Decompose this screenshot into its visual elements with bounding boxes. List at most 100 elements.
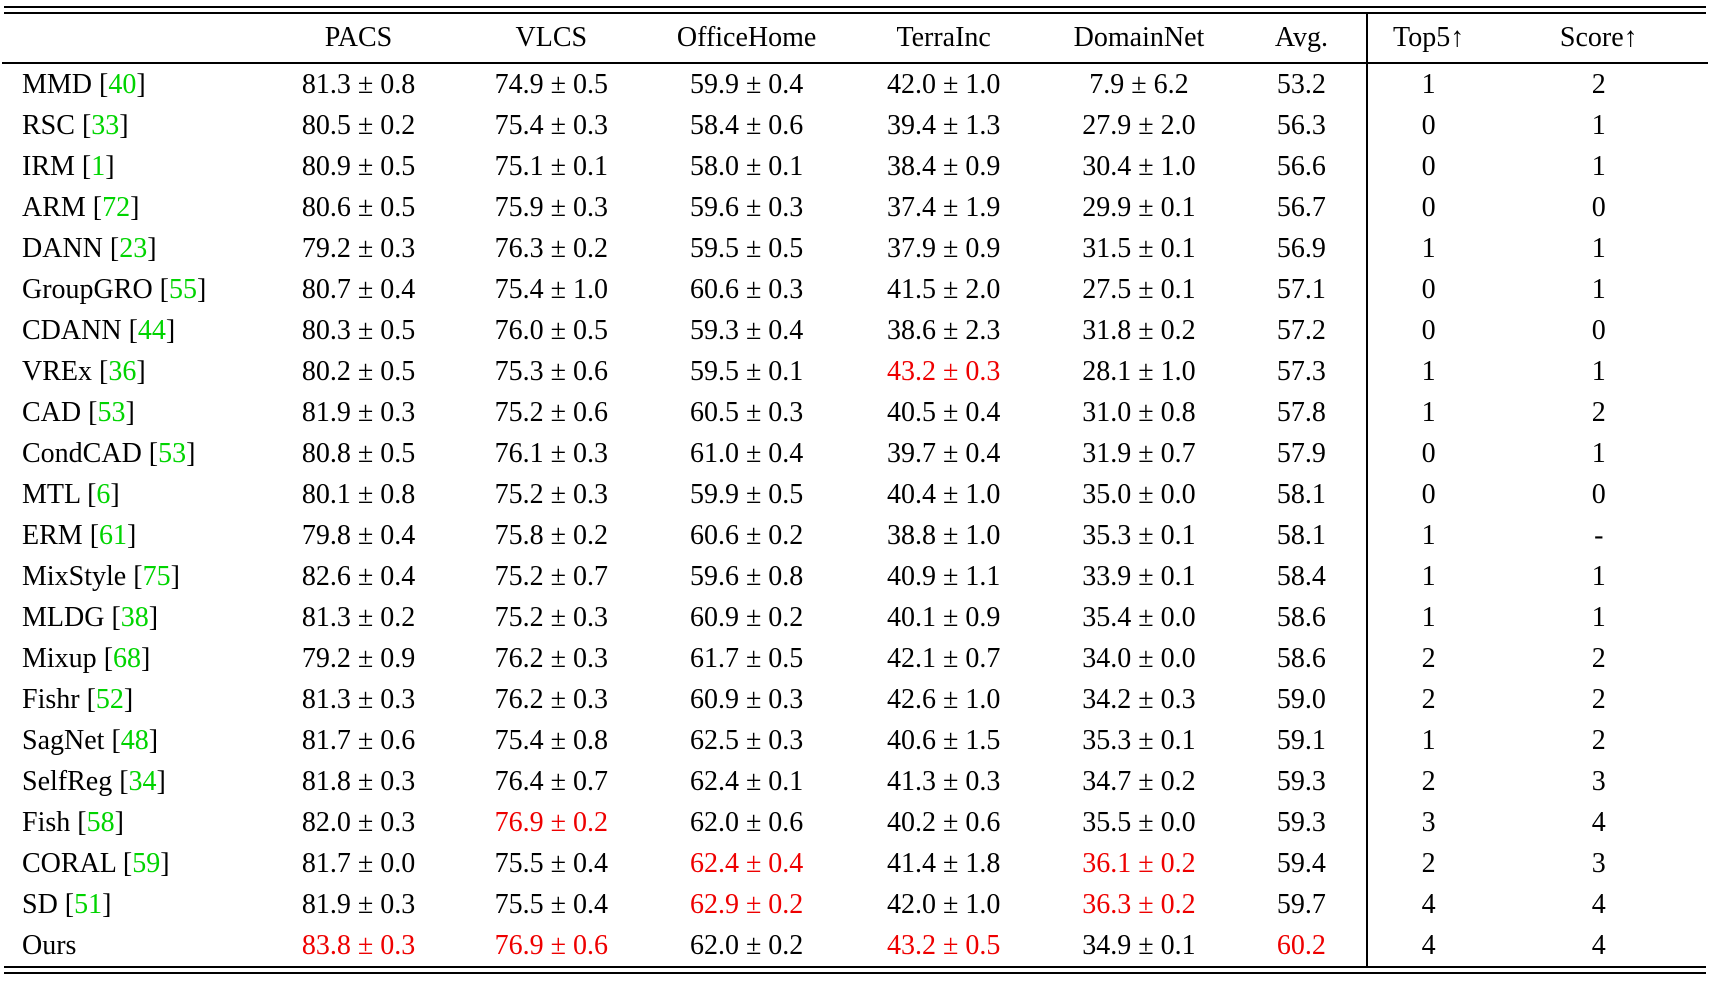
value-cell: 60.9 ± 0.3 [689, 683, 804, 715]
value-cell: 42.6 ± 1.0 [886, 683, 1001, 715]
value-cell: 60.2 [1276, 929, 1326, 961]
value-cell: 82.0 ± 0.3 [301, 806, 416, 838]
method-cell: GroupGRO [55] [2, 269, 261, 310]
table-row: ARM [72] 80.6 ± 0.5 75.9 ± 0.3 59.6 ± 0.3 37… [2, 187, 1708, 228]
value-cell: 4 [1591, 806, 1606, 838]
value-cell: 1 [1591, 601, 1606, 633]
value-cell: 40.5 ± 0.4 [886, 396, 1001, 428]
value-cell: 59.3 [1276, 765, 1326, 797]
column-header: PACS [261, 14, 456, 64]
value-cell: 35.3 ± 0.1 [1082, 724, 1196, 756]
method-cell: SelfReg [34] [2, 761, 261, 802]
top-double-rule [4, 6, 1706, 14]
value-cell: 42.1 ± 0.7 [886, 642, 1001, 674]
value-cell: 4 [1365, 925, 1490, 966]
value-cell: 57.1 [1276, 273, 1326, 305]
value-cell: 56.3 [1276, 109, 1326, 141]
value-cell: 59.4 [1276, 847, 1326, 879]
table-body: MMD [40] 81.3 ± 0.8 74.9 ± 0.5 59.9 ± 0.4 42… [2, 63, 1708, 966]
value-cell: 62.0 ± 0.6 [689, 806, 804, 838]
value-cell: 35.0 ± 0.0 [1082, 478, 1196, 510]
value-cell: 29.9 ± 0.1 [1082, 191, 1196, 223]
value-cell: 58.4 [1276, 560, 1326, 592]
value-cell: 80.6 ± 0.5 [301, 191, 416, 223]
value-cell: 58.0 ± 0.1 [689, 150, 804, 182]
value-cell: 75.4 ± 0.8 [494, 724, 608, 756]
citation-number: 51 [74, 888, 103, 920]
table-row: MMD [40] 81.3 ± 0.8 74.9 ± 0.5 59.9 ± 0.4 42… [2, 63, 1708, 105]
table-row: CAD [53] 81.9 ± 0.3 75.2 ± 0.6 60.5 ± 0.3 40… [2, 392, 1708, 433]
value-cell: 81.7 ± 0.0 [301, 847, 416, 879]
value-cell: 31.9 ± 0.7 [1082, 437, 1196, 469]
value-cell: 2 [1365, 843, 1490, 884]
value-cell: 80.8 ± 0.5 [301, 437, 416, 469]
citation-number: 38 [120, 601, 149, 633]
citation-ref: [53] [141, 437, 196, 469]
table-row: SagNet [48] 81.7 ± 0.6 75.4 ± 0.8 62.5 ± 0.… [2, 720, 1708, 761]
value-cell: 31.8 ± 0.2 [1082, 314, 1196, 346]
table-row: CORAL [59] 81.7 ± 0.0 75.5 ± 0.4 62.4 ± 0.4… [2, 843, 1708, 884]
value-cell: 34.0 ± 0.0 [1082, 642, 1196, 674]
value-cell: 38.4 ± 0.9 [886, 150, 1001, 182]
value-cell: 28.1 ± 1.0 [1082, 355, 1196, 387]
value-cell: 2 [1591, 642, 1606, 674]
value-cell: 27.5 ± 0.1 [1082, 273, 1196, 305]
value-cell: 80.3 ± 0.5 [301, 314, 416, 346]
value-cell: 59.3 ± 0.4 [689, 314, 804, 346]
method-name: Ours [22, 929, 77, 961]
citation-number: 6 [96, 478, 111, 510]
table-row: MixStyle [75] 82.6 ± 0.4 75.2 ± 0.7 59.6 ± … [2, 556, 1708, 597]
method-cell: MMD [40] [2, 63, 261, 105]
method-name: ARM [22, 191, 86, 223]
method-cell: SagNet [48] [2, 720, 261, 761]
value-cell: 58.6 [1276, 601, 1326, 633]
value-cell: 75.8 ± 0.2 [494, 519, 608, 551]
value-cell: 2 [1591, 68, 1606, 100]
method-name: CAD [22, 396, 82, 428]
bottom-double-rule [4, 966, 1706, 974]
value-cell: 1 [1365, 228, 1490, 269]
value-cell: 59.5 ± 0.1 [689, 355, 804, 387]
value-cell: 2 [1591, 724, 1606, 756]
value-cell: 42.0 ± 1.0 [886, 68, 1001, 100]
value-cell: 53.2 [1276, 68, 1326, 100]
value-cell: 83.8 ± 0.3 [301, 929, 416, 961]
value-cell: 81.8 ± 0.3 [301, 765, 416, 797]
value-cell: 76.9 ± 0.6 [494, 929, 608, 961]
value-cell: 81.3 ± 0.8 [301, 68, 416, 100]
method-cell: Mixup [68] [2, 638, 261, 679]
value-cell: 1 [1365, 556, 1490, 597]
method-cell: MixStyle [75] [2, 556, 261, 597]
method-cell: CondCAD [53] [2, 433, 261, 474]
value-cell: 81.3 ± 0.2 [301, 601, 416, 633]
value-cell: 80.1 ± 0.8 [301, 478, 416, 510]
value-cell: 41.3 ± 0.3 [886, 765, 1001, 797]
column-header: Avg. [1237, 14, 1367, 64]
value-cell: 57.3 [1276, 355, 1326, 387]
method-cell: Fish [58] [2, 802, 261, 843]
value-cell: 33.9 ± 0.1 [1082, 560, 1196, 592]
value-cell: 60.6 ± 0.3 [689, 273, 804, 305]
method-name: SD [22, 888, 58, 920]
value-cell: 57.8 [1276, 396, 1326, 428]
citation-number: 40 [108, 68, 137, 100]
value-cell: 40.9 ± 1.1 [886, 560, 1001, 592]
value-cell: 81.7 ± 0.6 [301, 724, 416, 756]
method-cell: CAD [53] [2, 392, 261, 433]
value-cell: 34.9 ± 0.1 [1082, 929, 1196, 961]
value-cell: 2 [1365, 761, 1490, 802]
method-name: MTL [22, 478, 81, 510]
method-name: CDANN [22, 314, 122, 346]
value-cell: 62.4 ± 0.1 [689, 765, 804, 797]
value-cell: 1 [1365, 515, 1490, 556]
method-name: ERM [22, 519, 83, 551]
citation-ref: [40] [92, 68, 146, 100]
value-cell: 76.0 ± 0.5 [494, 314, 608, 346]
value-cell: 41.4 ± 1.8 [886, 847, 1001, 879]
citation-ref: [55] [152, 273, 207, 305]
value-cell: 75.4 ± 1.0 [494, 273, 608, 305]
value-cell: - [1594, 519, 1604, 551]
method-name: Fish [22, 806, 71, 838]
value-cell: 0 [1365, 433, 1490, 474]
